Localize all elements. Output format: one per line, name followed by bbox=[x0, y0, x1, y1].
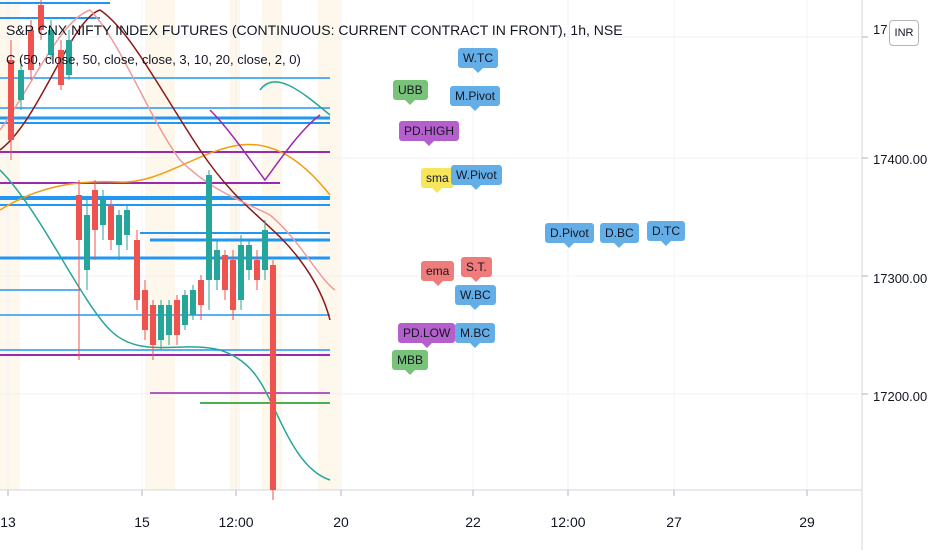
candle-body bbox=[150, 305, 156, 345]
tag-w-pivot[interactable]: W.Pivot bbox=[451, 165, 502, 190]
time-label-20: 20 bbox=[333, 514, 349, 530]
candle-body bbox=[158, 305, 164, 340]
candle-body bbox=[108, 205, 114, 240]
tag-st[interactable]: S.T. bbox=[461, 257, 492, 282]
session-band bbox=[145, 0, 175, 490]
candle-body bbox=[222, 255, 228, 290]
candle-body bbox=[76, 195, 82, 240]
candle-body bbox=[124, 210, 130, 235]
time-label-29: 29 bbox=[799, 514, 815, 530]
candle-body bbox=[134, 240, 140, 300]
candle-body bbox=[182, 295, 188, 325]
candle-body bbox=[206, 175, 212, 280]
tag-d-pivot[interactable]: D.Pivot bbox=[545, 223, 594, 248]
tag-ubb[interactable]: UBB bbox=[393, 80, 428, 105]
tag-w-tc[interactable]: W.TC bbox=[458, 48, 498, 73]
tag-m-bc[interactable]: M.BC bbox=[455, 323, 495, 348]
candle-body bbox=[66, 40, 72, 75]
candle-body bbox=[116, 215, 122, 245]
tag-m-pivot[interactable]: M.Pivot bbox=[450, 86, 501, 111]
candle-body bbox=[230, 260, 236, 310]
lower-band bbox=[0, 169, 331, 481]
time-label-15: 15 bbox=[134, 514, 150, 530]
candle-body bbox=[100, 200, 106, 225]
price-label-17300: 17300.00 bbox=[873, 271, 928, 286]
tag-pd-low[interactable]: PD.LOW bbox=[398, 323, 456, 348]
candle-body bbox=[246, 245, 252, 270]
tag-d-tc[interactable]: D.TC bbox=[647, 221, 685, 246]
tag-d-bc[interactable]: D.BC bbox=[600, 223, 639, 248]
time-label-22: 22 bbox=[465, 514, 481, 530]
candle-body bbox=[92, 190, 98, 230]
candle-body bbox=[38, 5, 44, 30]
currency-badge[interactable]: INR bbox=[889, 20, 919, 46]
candle-body bbox=[262, 230, 268, 270]
lower-band-tail bbox=[259, 81, 331, 116]
indicator-legend[interactable]: C (50, close, 50, close, close, 3, 10, 2… bbox=[6, 52, 301, 67]
sma-line bbox=[0, 143, 331, 211]
candle-body bbox=[166, 305, 172, 335]
candle-body bbox=[84, 215, 90, 270]
time-label-13: 13 bbox=[0, 514, 16, 530]
time-label-1200-b: 12:00 bbox=[550, 514, 586, 530]
session-band bbox=[230, 0, 240, 490]
tag-pd-high[interactable]: PD.HIGH bbox=[399, 121, 460, 146]
price-label-17200: 17200.00 bbox=[873, 389, 928, 404]
price-label-top: 17 bbox=[873, 22, 888, 37]
candle-body bbox=[190, 290, 196, 315]
tag-w-bc[interactable]: W.BC bbox=[455, 285, 496, 310]
candle-body bbox=[142, 290, 148, 330]
pivot-step bbox=[209, 109, 321, 182]
candle-body bbox=[58, 50, 64, 85]
candle-body bbox=[48, 30, 54, 55]
candle-body bbox=[270, 265, 276, 490]
upper-band bbox=[0, 9, 336, 291]
tag-mbb[interactable]: MBB bbox=[392, 350, 429, 375]
tag-ema[interactable]: ema bbox=[421, 261, 455, 286]
time-label-1200-a: 12:00 bbox=[218, 514, 254, 530]
price-label-17400: 17400.00 bbox=[873, 152, 928, 167]
time-label-27: 27 bbox=[666, 514, 682, 530]
candle-body bbox=[238, 245, 244, 300]
tag-sma[interactable]: sma bbox=[421, 168, 454, 193]
symbol-title: S&P CNX NIFTY INDEX FUTURES (CONTINUOUS:… bbox=[6, 22, 623, 38]
candle-body bbox=[174, 300, 180, 335]
candle-body bbox=[28, 30, 34, 70]
candle-body bbox=[254, 260, 260, 280]
candle-body bbox=[8, 60, 14, 140]
session-band bbox=[318, 0, 340, 490]
candle-body bbox=[198, 280, 204, 305]
candle-body bbox=[214, 250, 220, 280]
candle-body bbox=[18, 70, 24, 100]
ema-line bbox=[0, 9, 331, 321]
